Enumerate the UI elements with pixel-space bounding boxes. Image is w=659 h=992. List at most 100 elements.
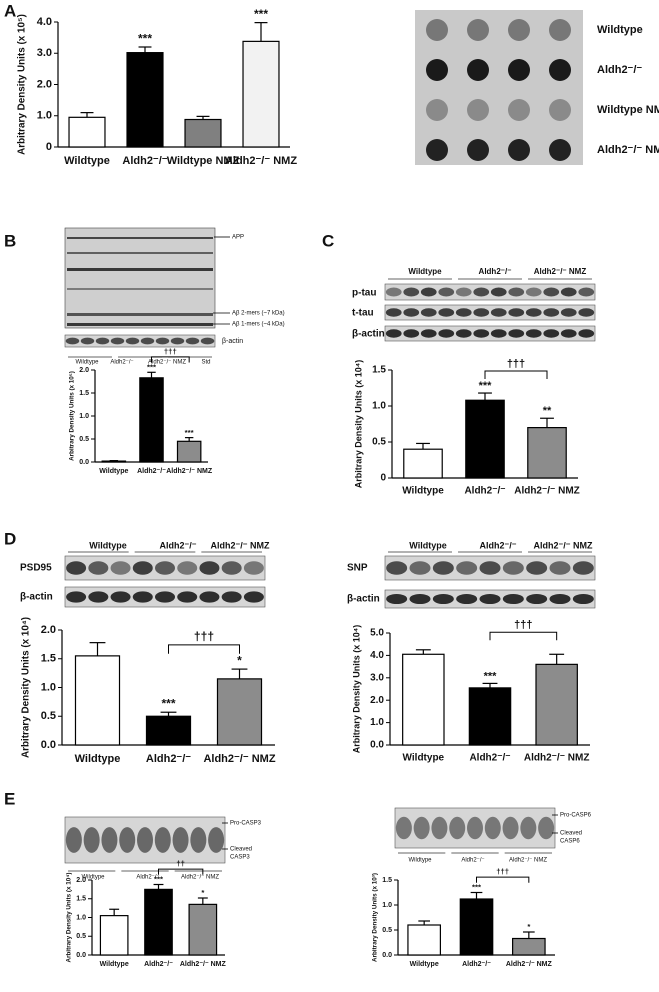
bar xyxy=(145,715,192,746)
blot-band xyxy=(526,561,548,575)
blot-band xyxy=(200,337,215,345)
blot-label: Std xyxy=(201,360,210,366)
blot-label: Wildtype xyxy=(409,540,446,550)
y-tick-label: 1.5 xyxy=(76,896,86,903)
x-tick-label: Aldh2⁻/⁻ NMZ xyxy=(166,468,213,475)
x-tick-label: Aldh2⁻/⁻ xyxy=(144,961,173,968)
x-tick-label: Aldh2⁻/⁻ xyxy=(469,753,510,764)
blot-band xyxy=(386,593,408,605)
blot-band xyxy=(455,287,472,297)
blot-label: Aldh2⁻/⁻ NMZ xyxy=(181,875,219,881)
y-tick-label: 4.0 xyxy=(370,650,384,661)
blot-band xyxy=(409,561,431,575)
blot-label: PSD95 xyxy=(20,563,52,574)
blot-band xyxy=(578,308,595,317)
blot-band xyxy=(125,337,140,345)
significance-label: *** xyxy=(147,362,156,371)
gel-band xyxy=(67,252,213,254)
blot-band xyxy=(155,591,175,603)
blot-band xyxy=(438,308,455,317)
panel-letter: A xyxy=(4,1,16,20)
blot-band xyxy=(403,287,420,297)
blot-band xyxy=(420,308,437,317)
bar xyxy=(216,678,263,746)
y-tick-label: 1.5 xyxy=(79,390,89,397)
blot-label: Aldh2⁻/⁻ xyxy=(136,875,159,881)
x-tick-label: Wildtype NMZ xyxy=(167,155,240,167)
blot-band xyxy=(420,329,437,338)
gel xyxy=(64,227,216,329)
blot-band xyxy=(385,329,402,338)
y-axis-label: Arbitrary Density Units (x 10⁴) xyxy=(353,360,363,489)
x-tick-label: Wildtype xyxy=(403,753,445,764)
blot-band xyxy=(467,816,483,840)
blot-band xyxy=(525,329,542,338)
y-tick-label: 1.0 xyxy=(76,914,86,921)
blot-band xyxy=(155,561,175,575)
significance-label: *** xyxy=(479,380,493,392)
bar xyxy=(468,687,512,746)
blot-band xyxy=(502,593,524,605)
y-tick-label: 0.0 xyxy=(382,952,392,959)
blot-band xyxy=(101,827,118,853)
blot-band xyxy=(473,287,490,297)
blot-band xyxy=(479,561,501,575)
blot-band xyxy=(432,593,454,605)
blot-label: Wildtype xyxy=(408,267,442,276)
y-tick-label: 1.5 xyxy=(41,653,56,665)
significance-label: *** xyxy=(161,697,175,711)
blot-band xyxy=(508,287,525,297)
x-tick-label: Aldh2⁻/⁻ NMZ xyxy=(514,486,580,497)
y-tick-label: 1.0 xyxy=(382,902,392,909)
blot-band xyxy=(431,816,448,840)
blot-band xyxy=(199,561,220,575)
x-tick-label: Aldh2⁻/⁻ xyxy=(464,486,505,497)
blot-band xyxy=(456,561,478,575)
blot-band xyxy=(243,591,264,603)
dot xyxy=(426,99,448,121)
blot-label: p-tau xyxy=(352,288,376,299)
blot-band xyxy=(177,561,198,575)
bracket xyxy=(476,876,530,883)
y-tick-label: 1.0 xyxy=(79,413,89,420)
blot-band xyxy=(65,337,80,345)
blot-band xyxy=(403,308,420,317)
x-tick-label: Wildtype xyxy=(99,468,128,475)
blot-band xyxy=(549,561,571,575)
y-tick-label: 3.0 xyxy=(370,672,384,683)
blot-band xyxy=(549,593,571,605)
bar xyxy=(126,52,164,148)
bar xyxy=(184,118,222,148)
gel-band xyxy=(67,323,213,326)
dot xyxy=(549,19,571,41)
bracket xyxy=(158,868,204,875)
panel-letter: D xyxy=(4,529,16,548)
dot xyxy=(508,139,530,161)
y-axis-label: Arbitrary Density Units (x 10⁴) xyxy=(20,617,31,758)
bar xyxy=(68,116,106,148)
blot-label: Aldh2⁻/⁻ xyxy=(461,858,484,864)
y-tick-label: 0.5 xyxy=(76,933,86,940)
y-tick-label: 2.0 xyxy=(79,367,89,374)
bar xyxy=(527,427,567,479)
bar xyxy=(459,898,494,956)
blot-band xyxy=(119,827,136,853)
dot xyxy=(467,19,489,41)
blot-band xyxy=(110,337,125,345)
blot-label: β-actin xyxy=(20,592,53,603)
blot-label: Aldh2⁻/⁻ xyxy=(479,267,512,276)
bracket-label: ††† xyxy=(514,619,532,631)
blot-band xyxy=(572,561,594,575)
blot-band xyxy=(65,827,82,853)
blot-label: Aldh2⁻/⁻ NMZ xyxy=(509,858,547,864)
blot-strip xyxy=(384,325,596,342)
blot-band xyxy=(155,337,170,345)
bar xyxy=(402,653,445,746)
blot-band xyxy=(88,561,109,575)
blot-label: Pro-CASP3 xyxy=(230,821,262,827)
bar xyxy=(176,440,202,463)
blot-band xyxy=(543,287,560,297)
y-axis-label: Arbitrary Density Units (x 10⁵) xyxy=(69,371,76,461)
blot-label: CASP6 xyxy=(560,839,580,845)
